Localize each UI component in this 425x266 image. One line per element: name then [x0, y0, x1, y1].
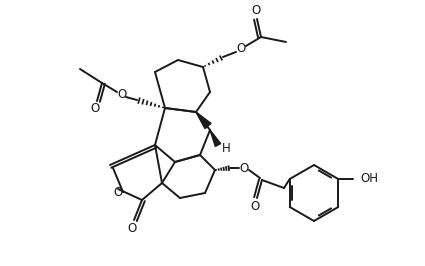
Text: O: O: [117, 89, 127, 102]
Polygon shape: [210, 130, 221, 146]
Text: O: O: [251, 5, 261, 18]
Text: O: O: [91, 102, 99, 115]
Text: O: O: [236, 43, 246, 56]
Text: O: O: [113, 185, 123, 198]
Text: H: H: [221, 142, 230, 155]
Text: O: O: [128, 222, 136, 235]
Text: O: O: [250, 200, 260, 213]
Polygon shape: [196, 112, 211, 128]
Text: OH: OH: [360, 172, 378, 185]
Text: O: O: [239, 161, 249, 174]
